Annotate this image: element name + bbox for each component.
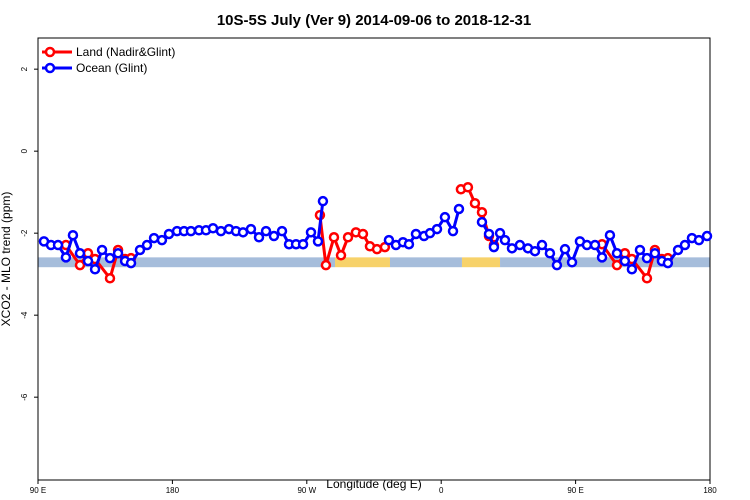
point	[551, 259, 563, 271]
point	[701, 230, 713, 242]
point	[96, 244, 108, 256]
plot-frame	[37, 37, 711, 481]
point	[529, 245, 541, 257]
x-tick-label: 90 E	[30, 486, 46, 495]
point	[320, 259, 332, 271]
point	[589, 239, 601, 251]
point	[581, 239, 593, 251]
point	[89, 264, 101, 275]
chart-title: 10S-5S July (Ver 9) 2014-09-06 to 2018-1…	[217, 12, 531, 29]
y-tick-label: -6	[20, 393, 29, 401]
point	[185, 225, 197, 237]
point	[634, 244, 646, 256]
point	[245, 223, 257, 235]
point	[67, 229, 79, 241]
x-tick-label: 180	[703, 486, 717, 495]
point	[112, 248, 124, 259]
point	[494, 227, 506, 239]
point	[74, 248, 86, 259]
legend-label: Land (Nadir&Glint)	[76, 45, 175, 59]
point	[499, 234, 511, 246]
point	[611, 259, 623, 271]
point	[104, 273, 116, 284]
point	[619, 255, 631, 267]
x-axis-label: Longitude (deg E)	[326, 477, 421, 491]
point	[488, 241, 500, 253]
point	[626, 264, 638, 275]
point	[447, 225, 459, 237]
surface-strip	[461, 257, 501, 268]
point	[305, 227, 317, 238]
x-tick-label: 90 E	[567, 486, 583, 495]
point	[312, 236, 324, 247]
legend-label: Ocean (Glint)	[76, 61, 147, 75]
point	[649, 248, 661, 259]
point	[403, 238, 415, 250]
surface-strip	[335, 257, 390, 268]
point	[672, 244, 684, 256]
point	[410, 228, 422, 240]
point	[104, 252, 116, 264]
point	[328, 232, 340, 243]
y-tick-label: -2	[20, 229, 29, 237]
point	[383, 234, 395, 246]
point	[476, 207, 488, 218]
x-tick-label: 180	[166, 486, 180, 495]
point	[439, 211, 451, 223]
point	[693, 234, 705, 246]
y-tick-label: 2	[20, 66, 29, 71]
point	[297, 238, 309, 250]
y-tick-label: -4	[20, 311, 29, 319]
point	[662, 257, 674, 269]
point	[469, 197, 481, 209]
point	[596, 252, 608, 263]
x-tick-label: 0	[439, 486, 444, 495]
point	[357, 228, 369, 240]
point	[679, 239, 691, 251]
point	[215, 225, 227, 237]
point	[52, 239, 64, 251]
point	[514, 239, 526, 251]
point	[260, 225, 272, 237]
point	[163, 228, 175, 240]
x-tick-label: 90 W	[297, 486, 316, 495]
point	[453, 203, 465, 215]
point	[156, 234, 168, 246]
point	[431, 223, 443, 235]
surface-strip	[38, 257, 336, 268]
point	[60, 252, 72, 263]
point	[559, 243, 571, 255]
point	[641, 252, 653, 264]
point	[566, 257, 578, 268]
point	[483, 228, 495, 240]
legend-marker	[44, 62, 56, 74]
point	[544, 248, 556, 259]
surface-strip	[389, 257, 462, 268]
point	[141, 239, 153, 251]
point	[335, 250, 347, 261]
point	[253, 232, 265, 243]
point	[604, 229, 616, 241]
y-tick-label: 0	[20, 148, 29, 153]
point	[317, 195, 329, 207]
legend-marker	[44, 46, 56, 58]
point	[268, 230, 280, 242]
point	[342, 232, 354, 243]
point	[82, 255, 94, 267]
point	[476, 216, 488, 228]
point	[276, 225, 288, 237]
point	[125, 257, 137, 269]
point	[641, 273, 653, 284]
y-axis-label: XCO2 - MLO trend (ppm)	[0, 192, 13, 327]
point	[74, 259, 86, 271]
point	[462, 181, 474, 193]
surface-strip	[500, 257, 710, 268]
point	[611, 248, 623, 259]
point	[536, 239, 548, 251]
point	[134, 244, 146, 256]
